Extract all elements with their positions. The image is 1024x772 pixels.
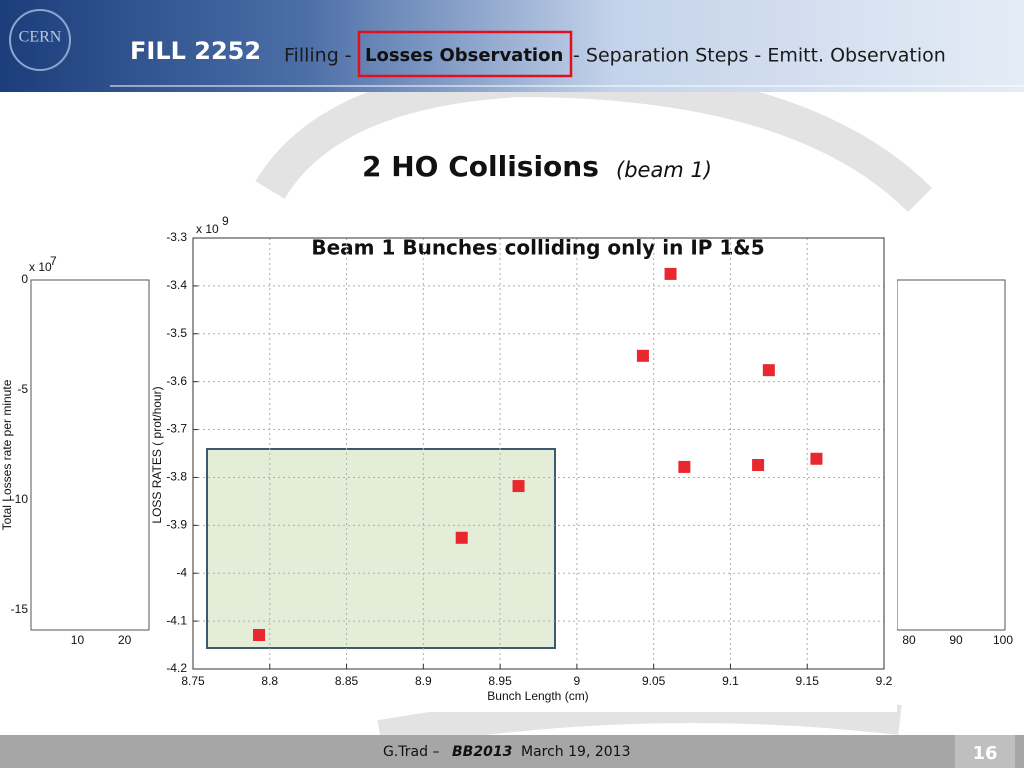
point <box>678 460 691 473</box>
footer-author: G.Trad – <box>383 744 439 760</box>
x-tick-label: 8.95 <box>488 674 512 688</box>
x-tick-label: 90 <box>949 633 963 647</box>
y-tick-label: -3.9 <box>166 518 187 532</box>
step: Filling - <box>284 45 352 67</box>
y-tick-label: -3.8 <box>166 470 187 484</box>
x-tick-label: 9.1 <box>722 674 739 688</box>
plot-bg <box>0 255 150 655</box>
x-tick-label: 10 <box>71 633 85 647</box>
plot-frame <box>30 279 150 631</box>
footer-date: March 19, 2013 <box>521 744 630 760</box>
footer-band <box>0 735 1024 768</box>
slide-title: 2 HO Collisions <box>362 150 599 183</box>
x-tick-label: 8.9 <box>415 674 432 688</box>
y-multiplier: x 10 <box>196 222 219 236</box>
page-box <box>955 735 1015 768</box>
logo-text: CERN <box>19 29 62 46</box>
y-axis-label: LOSS RATES ( prot/hour) <box>150 386 164 523</box>
point <box>636 349 649 362</box>
x-tick-label: 8.85 <box>335 674 359 688</box>
y-axis-label: Total Losses rate per minute <box>0 379 14 530</box>
x-axis-label: Bunch Length (cm) <box>487 689 588 703</box>
footer-event: BB2013 <box>452 744 512 760</box>
point <box>810 452 823 465</box>
y-tick-label: -4.1 <box>166 613 187 627</box>
y-tick-label: -5 <box>17 382 28 396</box>
logo-ring <box>9 9 71 71</box>
page-number: 16 <box>972 743 997 764</box>
y-tick-label: -3.4 <box>166 278 187 292</box>
x-tick-label: 9.15 <box>796 674 820 688</box>
step: - Separation Steps - Emitt. Observation <box>573 45 946 67</box>
left-plot: x 10 7 Total Losses rate per minute 0 -5 -… <box>0 254 150 655</box>
step-current: Losses Observation <box>365 45 563 66</box>
y-tick-label: -3.5 <box>166 326 187 340</box>
x-tick-label: 8.8 <box>261 674 278 688</box>
x-tick-label: 8.75 <box>181 674 205 688</box>
exponent: 7 <box>50 254 57 268</box>
point <box>752 458 765 471</box>
y-tick-label: -3.7 <box>166 422 187 436</box>
point <box>455 531 468 544</box>
highlight-box <box>357 30 573 78</box>
x-tick-label: 100 <box>993 633 1013 647</box>
plot-frame <box>192 237 885 670</box>
y-tick-label: -4 <box>176 565 187 579</box>
highlight-region <box>206 448 556 649</box>
y-tick-label: -3.6 <box>166 374 187 388</box>
x-tick-label: 9.05 <box>642 674 666 688</box>
exponent-base: x 10 <box>29 260 52 274</box>
plot-bg <box>895 275 1007 655</box>
point <box>664 267 677 280</box>
slide-subtitle: (beam 1) <box>616 158 712 182</box>
fill-number: FILL 2252 <box>130 37 261 65</box>
y-tick-label: -4.2 <box>166 661 187 675</box>
x-tick-label: 9.2 <box>876 674 893 688</box>
x-tick-label: 20 <box>118 633 132 647</box>
x-tick-label: 80 <box>902 633 916 647</box>
y-tick-label: -3.3 <box>166 230 187 244</box>
point <box>762 364 775 377</box>
y-tick-label: -10 <box>11 492 29 506</box>
main-chart: Beam 1 Bunches colliding only in IP 1&5 … <box>150 212 897 712</box>
x-tick-label: 9 <box>574 674 581 688</box>
right-plot: 80 90 100 <box>895 275 1013 655</box>
point <box>253 628 266 641</box>
point <box>512 480 525 493</box>
y-multiplier-exponent: 9 <box>222 214 229 228</box>
y-tick-label: 0 <box>21 272 28 286</box>
y-tick-label: -15 <box>11 602 29 616</box>
chart-title: Beam 1 Bunches colliding only in IP 1&5 <box>311 236 764 260</box>
